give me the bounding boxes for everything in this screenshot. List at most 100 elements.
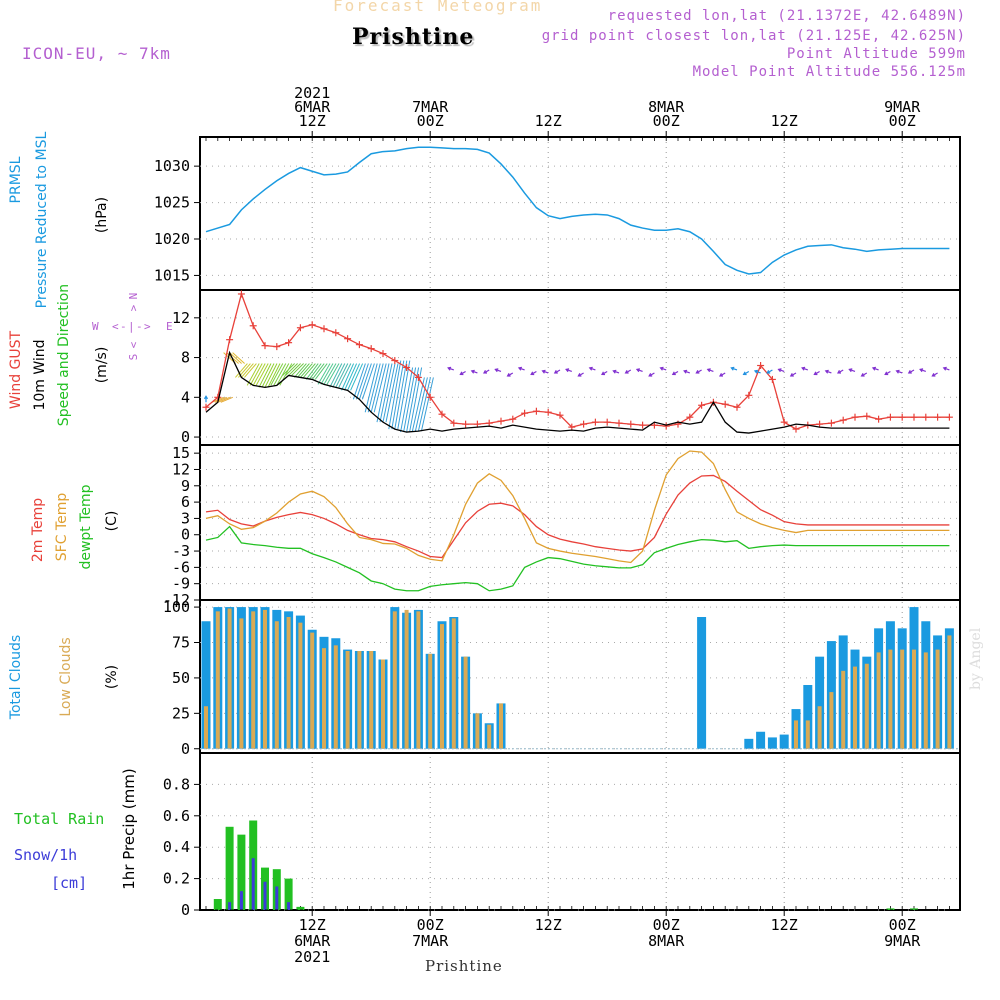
wind-hatch [291,363,304,376]
wind-direction-arrow-head [789,373,794,377]
bar-low-clouds [369,651,374,749]
wind-direction-arrow-head [753,369,759,374]
precip-ytick-label: 0.8 [163,775,190,793]
wind-direction-arrow-head [860,373,865,377]
bar-low-clouds [841,670,846,749]
time-label-top: 9MAR [884,98,921,116]
wind-hatch [276,363,290,386]
wind-hatch [350,363,364,391]
wind-direction-arrow-head [494,368,499,373]
bar-low-clouds [912,649,916,749]
ylabel-sfc-temp: SFC Temp [54,493,70,562]
compass-dash: - [136,320,143,333]
bar-snow [287,902,291,910]
ylabel-speed-direction: Speed and Direction [56,284,72,426]
ylabel-wind-gust: Wind GUST [8,330,24,409]
wind-direction-arrow-head [766,370,771,374]
unit-hpa: (hPa) [94,197,110,233]
wind-hatch [320,363,334,385]
wind-direction-arrow-head [459,371,464,376]
temperature-ytick-label: -3 [172,542,190,560]
grid-coords: grid point closest lon,lat (21.125E, 42.… [541,28,966,44]
bar-low-clouds [322,648,326,749]
bar-low-clouds [404,609,409,749]
wind-hatch [338,363,352,388]
wind-hatch [255,363,269,386]
time-label-bottom: 2021 [294,948,330,966]
model-label: ICON-EU, ~ 7km [22,44,171,63]
wind-direction-arrow-head [600,371,606,376]
time-label-top: 12Z [771,112,798,130]
series-prmsl [205,146,950,275]
wind-direction-arrow-head [671,371,676,376]
bar-rain [284,878,293,910]
wind-direction-arrow-head [884,371,889,376]
bar-low-clouds [204,706,208,749]
clouds-ytick-label: 25 [172,704,190,722]
time-label-top: 2021 [294,84,330,102]
bar-snow [251,858,255,910]
temperature-ytick-label: 15 [172,444,190,462]
wind-ytick-label: 0 [181,428,190,446]
wind-direction-arrow-head [706,368,711,373]
time-label-top: 7MAR [412,98,449,116]
wind-hatch [361,363,375,400]
time-label-bottom: 00Z [417,916,444,934]
requested-coords: requested lon,lat (21.1372E, 42.6489N) [607,8,966,24]
temperature-ytick-label: 12 [172,460,190,478]
wind-direction-arrow-head [530,371,535,376]
wind-direction-arrow-head [541,369,546,374]
ylabel-cm: [cm] [51,874,87,892]
bar-total-clouds [779,734,789,749]
bar-low-clouds [428,653,433,749]
wind-hatch [303,363,316,378]
bar-low-clouds [440,624,444,749]
wind-direction-arrow-head [836,370,842,374]
ylabel-snow: Snow/1h [14,846,77,864]
bar-low-clouds [794,720,798,749]
series-2m-temp [205,474,950,559]
compass-center: | [128,320,135,333]
time-label-top: 12Z [299,112,326,130]
wind-direction-arrow-head [553,370,558,374]
ylabel-low-clouds: Low Clouds [58,637,74,716]
page-title: Prishtine [352,24,475,50]
header-title: Forecast Meteogram [333,0,543,15]
wind-direction-arrow-head [203,395,209,400]
wind-direction-arrow-head [742,371,747,376]
bar-low-clouds [286,617,291,749]
time-label-top: 00Z [653,112,680,130]
wind-direction-arrow-head [470,369,475,374]
footer-location: Prishtine [425,957,503,975]
temperature-ytick-label: -9 [172,575,190,593]
wind-hatch [273,363,287,386]
wind-direction-arrow-head [801,366,806,371]
wind-hatch [355,363,369,400]
bar-total-clouds [744,738,754,749]
compass-dash: - [120,320,127,333]
pressure-ytick-label: 1015 [154,266,190,284]
wind-direction-arrow-head [517,366,523,371]
bar-low-clouds [381,659,385,749]
time-label-top: 12Z [535,112,562,130]
wind-hatch [305,363,319,380]
wind-direction-arrow-head [871,366,877,371]
ylabel-2m-temp: 2m Temp [30,498,46,562]
series-sfc-temp [205,450,950,564]
wind-hatch [308,363,322,380]
wind-hatch [261,363,275,388]
bar-low-clouds [451,618,456,749]
bar-rain [910,908,918,910]
bar-low-clouds [416,611,421,749]
precip-ytick-label: 0.2 [163,870,190,888]
compass-arrow-n: > [127,304,140,311]
wind-hatch [379,363,393,423]
ylabel-1hr-precip: 1hr Precip (mm) [120,768,138,889]
pressure-ytick-label: 1020 [154,230,190,248]
bar-snow [228,902,232,910]
wind-hatch [314,363,328,380]
precip-ytick-label: 0.4 [163,838,190,856]
wind-hatch [400,367,414,433]
wind-direction-arrow-head [848,368,853,373]
wind-hatch [388,360,402,430]
